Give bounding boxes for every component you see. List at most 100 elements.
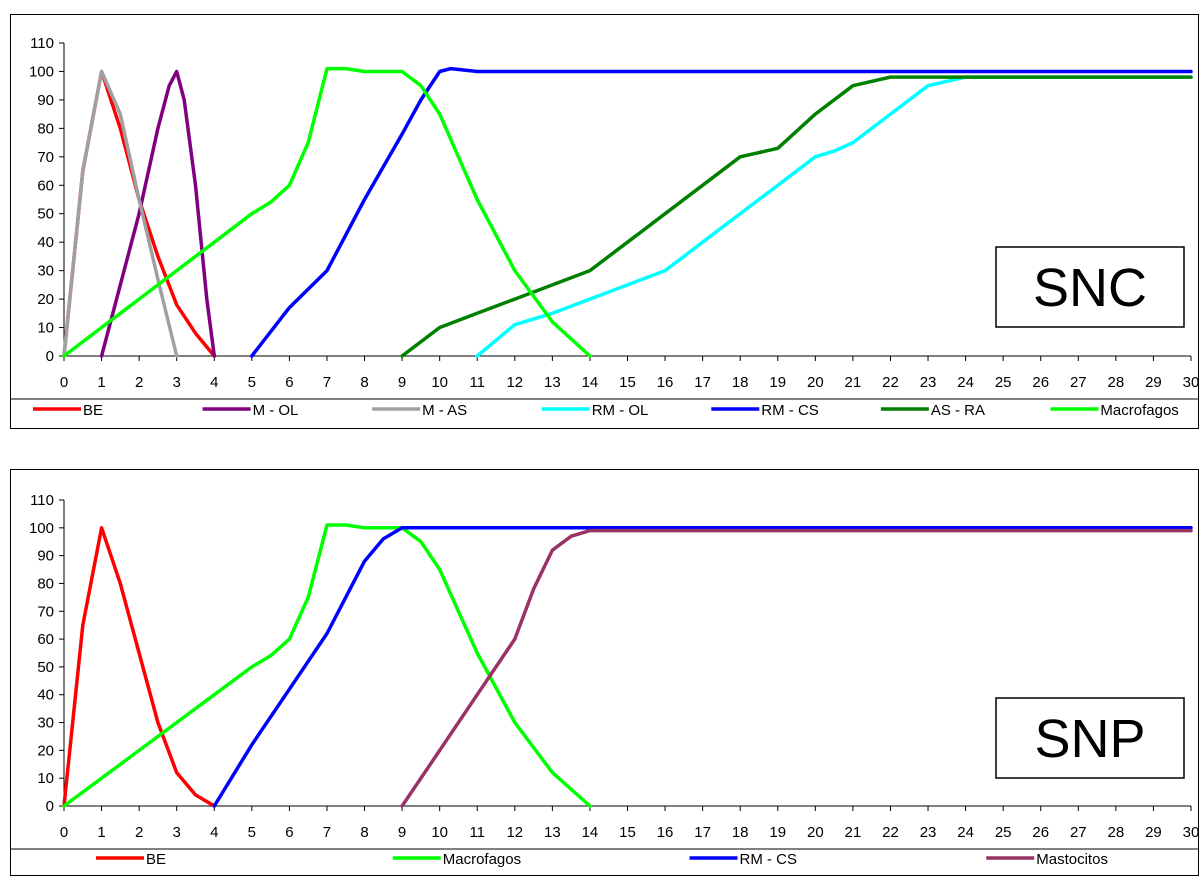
x-tick-label: 2 bbox=[135, 374, 143, 391]
x-tick-label: 21 bbox=[845, 824, 862, 841]
series-line-be bbox=[62, 526, 217, 808]
legend-label-rm-ol: RM - OL bbox=[592, 402, 649, 419]
x-tick-label: 3 bbox=[173, 824, 181, 841]
legend-label-as-ra: AS - RA bbox=[931, 402, 985, 419]
y-tick-label: 20 bbox=[37, 291, 54, 308]
legend-label-macrofagos: Macrofagos bbox=[443, 851, 521, 868]
legend-label-m-ol: M - OL bbox=[253, 402, 299, 419]
legend-label-m-as: M - AS bbox=[422, 402, 467, 419]
x-tick-label: 10 bbox=[431, 374, 448, 391]
x-tick-label: 5 bbox=[248, 824, 256, 841]
inset-label: SNC bbox=[1033, 258, 1147, 318]
x-tick-label: 4 bbox=[210, 374, 218, 391]
y-tick-label: 50 bbox=[37, 206, 54, 223]
x-tick-label: 11 bbox=[469, 374, 485, 391]
y-tick-label: 90 bbox=[37, 92, 54, 109]
x-tick-label: 29 bbox=[1145, 374, 1162, 391]
legend-label-mastocitos: Mastocitos bbox=[1036, 851, 1108, 868]
x-tick-label: 30 bbox=[1183, 824, 1198, 841]
x-tick-label: 9 bbox=[398, 824, 406, 841]
x-tick-label: 0 bbox=[60, 374, 68, 391]
y-tick-label: 40 bbox=[37, 687, 54, 704]
series-line-as-ra bbox=[400, 75, 1193, 358]
series-line-m-ol bbox=[99, 69, 217, 358]
x-tick-label: 23 bbox=[920, 374, 937, 391]
y-tick-label: 0 bbox=[46, 348, 54, 365]
series-line-m-as bbox=[62, 69, 179, 358]
x-tick-label: 25 bbox=[995, 374, 1012, 391]
x-tick-label: 8 bbox=[360, 374, 368, 391]
y-tick-label: 30 bbox=[37, 263, 54, 280]
x-tick-label: 13 bbox=[544, 374, 561, 391]
x-tick-label: 7 bbox=[323, 374, 331, 391]
x-tick-label: 12 bbox=[506, 824, 523, 841]
x-tick-label: 24 bbox=[957, 374, 974, 391]
inset-label-box bbox=[995, 697, 1185, 779]
legend-label-be: BE bbox=[146, 851, 166, 868]
series-line-rm-cs bbox=[250, 66, 1193, 358]
x-tick-label: 30 bbox=[1183, 374, 1198, 391]
x-tick-label: 20 bbox=[807, 374, 824, 391]
x-tick-label: 27 bbox=[1070, 374, 1087, 391]
x-tick-label: 14 bbox=[582, 824, 599, 841]
legend-label-macrofagos: Macrofagos bbox=[1100, 402, 1178, 419]
legend-label-be: BE bbox=[83, 402, 103, 419]
x-tick-label: 2 bbox=[135, 824, 143, 841]
y-tick-label: 50 bbox=[37, 659, 54, 676]
x-tick-label: 20 bbox=[807, 824, 824, 841]
x-tick-label: 1 bbox=[97, 374, 105, 391]
x-tick-label: 17 bbox=[694, 374, 711, 391]
x-tick-label: 22 bbox=[882, 374, 899, 391]
x-tick-label: 18 bbox=[732, 824, 749, 841]
x-tick-label: 13 bbox=[544, 824, 561, 841]
y-tick-label: 60 bbox=[37, 631, 54, 648]
y-tick-label: 40 bbox=[37, 234, 54, 251]
y-tick-label: 0 bbox=[46, 798, 54, 815]
x-tick-label: 23 bbox=[920, 824, 937, 841]
legend-label-rm-cs: RM - CS bbox=[740, 851, 798, 868]
x-tick-label: 12 bbox=[506, 374, 523, 391]
chart-snp: 0 10 20 30 40 50 60 70 80 90 100 110 0 1 2 3 4 5 6 7 8 9 10 11 1… bbox=[10, 469, 1199, 876]
x-tick-label: 6 bbox=[285, 824, 293, 841]
y-tick-label: 70 bbox=[37, 603, 54, 620]
x-tick-label: 26 bbox=[1032, 374, 1049, 391]
x-tick-label: 19 bbox=[769, 374, 786, 391]
x-tick-label: 6 bbox=[285, 374, 293, 391]
x-tick-label: 9 bbox=[398, 374, 406, 391]
y-tick-label: 10 bbox=[37, 770, 54, 787]
x-tick-label: 15 bbox=[619, 824, 636, 841]
x-tick-label: 8 bbox=[360, 824, 368, 841]
x-tick-label: 18 bbox=[732, 374, 749, 391]
series-line-rm-ol bbox=[475, 75, 1193, 358]
y-tick-label: 10 bbox=[37, 320, 54, 337]
x-tick-label: 28 bbox=[1108, 824, 1125, 841]
x-tick-label: 11 bbox=[469, 824, 485, 841]
y-tick-label: 60 bbox=[37, 177, 54, 194]
x-tick-label: 19 bbox=[769, 824, 786, 841]
y-tick-label: 20 bbox=[37, 742, 54, 759]
x-tick-label: 1 bbox=[97, 824, 105, 841]
x-tick-label: 22 bbox=[882, 824, 899, 841]
x-tick-label: 3 bbox=[173, 374, 181, 391]
x-tick-label: 16 bbox=[657, 374, 674, 391]
y-tick-label: 100 bbox=[29, 520, 54, 537]
x-tick-label: 29 bbox=[1145, 824, 1162, 841]
y-tick-label: 30 bbox=[37, 715, 54, 732]
x-tick-label: 26 bbox=[1032, 824, 1049, 841]
y-tick-label: 100 bbox=[29, 63, 54, 80]
x-tick-label: 5 bbox=[248, 374, 256, 391]
x-tick-label: 0 bbox=[60, 824, 68, 841]
x-tick-label: 15 bbox=[619, 374, 636, 391]
y-tick-label: 110 bbox=[30, 35, 54, 52]
y-tick-label: 90 bbox=[37, 548, 54, 565]
series-line-macrofagos bbox=[62, 523, 592, 808]
x-tick-label: 14 bbox=[582, 374, 599, 391]
x-tick-label: 24 bbox=[957, 824, 974, 841]
x-tick-label: 16 bbox=[657, 824, 674, 841]
y-tick-label: 110 bbox=[30, 492, 54, 509]
y-tick-label: 70 bbox=[37, 149, 54, 166]
x-tick-label: 10 bbox=[431, 824, 448, 841]
series-line-rm-cs bbox=[212, 526, 1193, 808]
